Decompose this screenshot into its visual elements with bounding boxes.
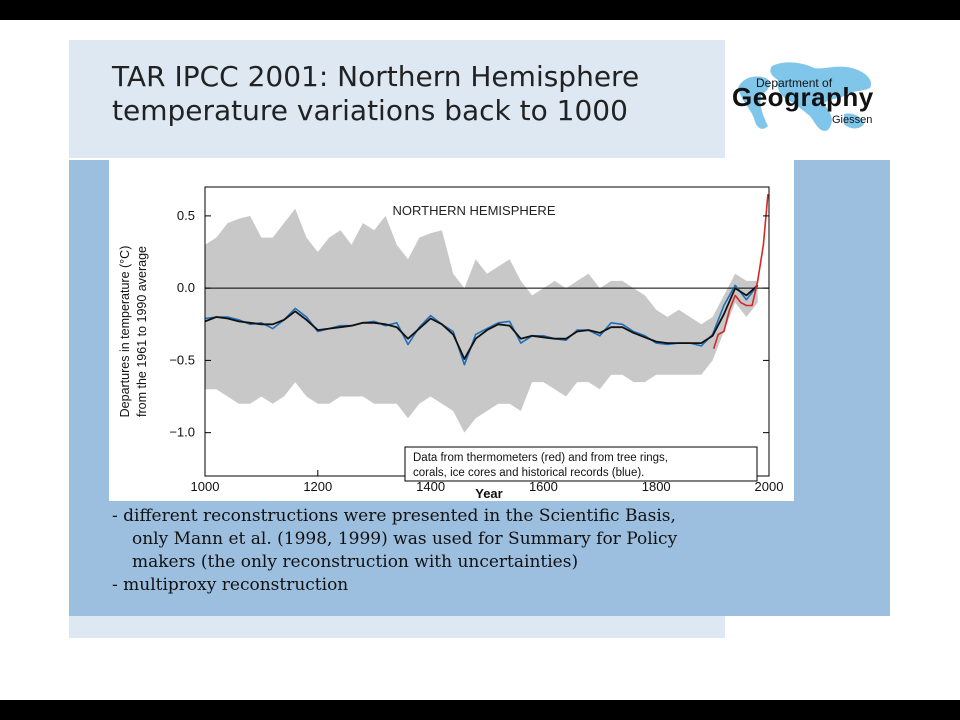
legend-text-line2: corals, ice cores and historical records… <box>413 467 644 479</box>
bullet-item-1-cont-a: only Mann et al. (1998, 1999) was used f… <box>132 529 678 549</box>
temperature-chart: 1000 1200 1400 1600 1800 2000 −1.0 −0.5 0.0 0.5 N… <box>118 186 783 501</box>
uncertainty-band <box>205 208 758 433</box>
footer-panel <box>69 616 725 638</box>
x-axis-label: Year <box>475 486 502 501</box>
legend-frame <box>404 446 758 482</box>
x-tick-label: 1400 <box>416 479 445 494</box>
chart-title: NORTHERN HEMISPHERE <box>392 203 555 218</box>
bullet-list: - different reconstructions were present… <box>112 505 772 597</box>
legend-box: Data from thermometers (red) and from tr… <box>404 446 758 482</box>
department-logo: Department of Geography Giessen <box>732 58 878 142</box>
slide-title-line1: TAR IPCC 2001: Northern Hemisphere <box>112 60 640 93</box>
y-tick-label: 0.5 <box>177 208 195 223</box>
bullet-item-1: - different reconstructions were present… <box>112 506 676 526</box>
chart-container: 1000 1200 1400 1600 1800 2000 −1.0 −0.5 0.0 0.5 N… <box>109 160 794 501</box>
uncertainty-band-layer <box>205 208 758 433</box>
y-tick-label: −0.5 <box>169 352 195 367</box>
legend-text-line1: Data from thermometers (red) and from tr… <box>413 452 668 464</box>
y-axis-label-line2: from the 1961 to 1990 average <box>135 246 149 417</box>
slide-title-line2: temperature variations back to 1000 <box>112 94 628 127</box>
logo-department-text: Department of <box>756 76 833 90</box>
y-tick-label: 0.0 <box>177 280 195 295</box>
logo-geography-text: Geography <box>732 82 874 112</box>
x-tick-label: 1600 <box>529 479 558 494</box>
series-layer <box>204 194 769 366</box>
bullet-item-1-cont-b: makers (the only reconstruction with unc… <box>132 552 579 572</box>
thermometer-series-line <box>712 194 769 350</box>
x-tick-label: 1000 <box>191 479 220 494</box>
smoothed-series-line <box>204 284 759 360</box>
x-tick-label: 2000 <box>755 479 784 494</box>
bullet-item-2: - multiproxy reconstruction <box>112 575 349 595</box>
y-axis-label-line1: Departures in temperature (°C) <box>118 246 132 418</box>
title-panel <box>69 40 725 158</box>
y-tick-label: −1.0 <box>169 425 195 440</box>
proxy-series-line <box>204 284 759 366</box>
ticks-layer: 1000 1200 1400 1600 1800 2000 −1.0 −0.5 0.0 0.5 <box>169 208 783 494</box>
x-tick-label: 1200 <box>303 479 332 494</box>
slide-title: TAR IPCC 2001: Northern Hemisphere tempe… <box>112 60 712 128</box>
world-map-icon <box>738 62 872 131</box>
logo-giessen-text: Giessen <box>832 114 873 126</box>
x-tick-label: 1800 <box>642 479 671 494</box>
